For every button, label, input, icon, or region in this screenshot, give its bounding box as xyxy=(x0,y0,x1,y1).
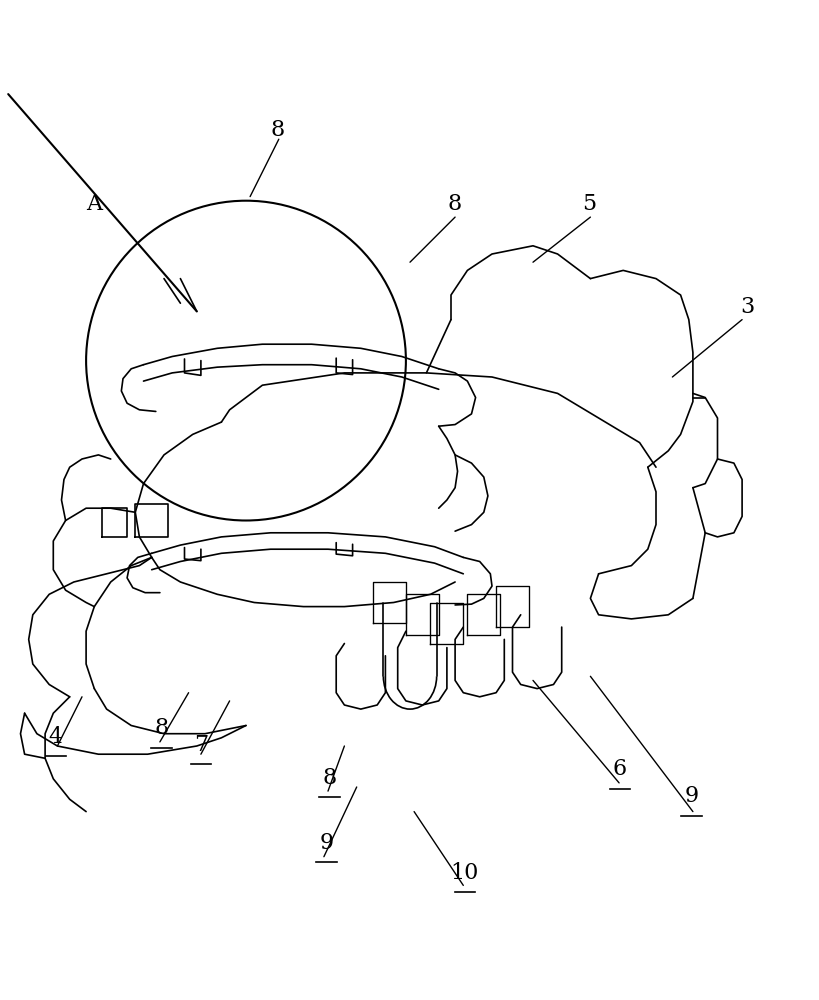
Text: 5: 5 xyxy=(581,193,595,215)
Text: 8: 8 xyxy=(322,767,337,789)
Text: 8: 8 xyxy=(447,193,462,215)
Text: 6: 6 xyxy=(612,758,627,780)
Text: 8: 8 xyxy=(269,119,284,141)
Text: 7: 7 xyxy=(193,734,208,756)
Text: A: A xyxy=(86,193,102,215)
Text: 10: 10 xyxy=(450,862,478,884)
Text: 9: 9 xyxy=(319,832,333,854)
Text: 3: 3 xyxy=(740,296,754,318)
Text: 8: 8 xyxy=(154,717,169,739)
Text: 9: 9 xyxy=(683,786,698,807)
Text: 4: 4 xyxy=(48,726,63,748)
